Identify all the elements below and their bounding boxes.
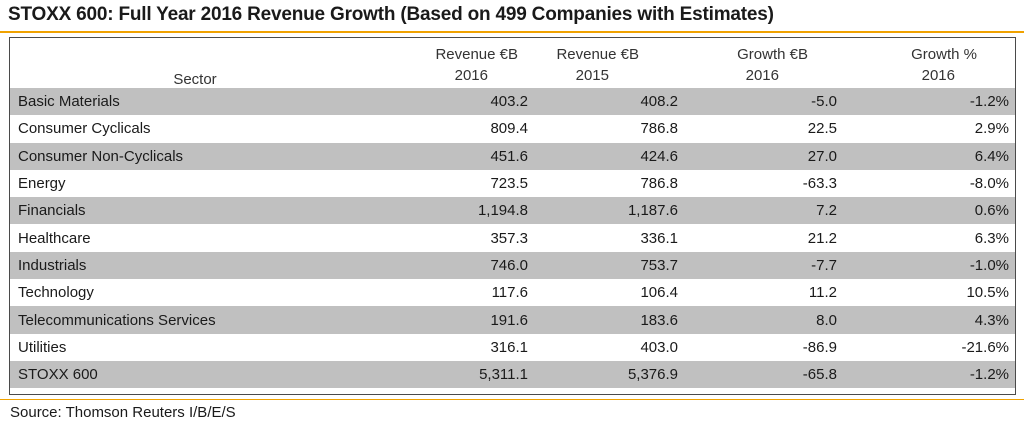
growth-eur-cell: 22.5 <box>807 120 837 138</box>
revenue-2015-cell: 424.6 <box>534 142 684 170</box>
page-title: STOXX 600: Full Year 2016 Revenue Growth… <box>8 4 774 25</box>
header-growth-pct-label: Growth % <box>911 46 977 63</box>
growth-pct-cell: 10.5% <box>966 284 1009 302</box>
revenue-2015-cell: 336.1 <box>640 229 678 247</box>
table-row: Utilities 316.1 403.0 -86.9 -21.6% <box>10 334 1015 361</box>
footer-rule <box>0 399 1024 400</box>
table-frame <box>9 37 1016 395</box>
sector-cell: STOXX 600 <box>10 360 380 389</box>
growth-eur-cell: -5.0 <box>684 88 843 116</box>
revenue-2015-cell: 403.0 <box>640 338 678 356</box>
source-note: Source: Thomson Reuters I/B/E/S <box>10 404 236 421</box>
growth-pct-cell: -1.0% <box>843 251 1015 280</box>
revenue-2015-cell: 786.8 <box>640 175 678 193</box>
revenue-growth-table: Revenue €B Revenue €B Growth €B Growth %… <box>10 38 1015 389</box>
table-body: Basic Materials 403.2 408.2 -5.0 -1.2% Consum… <box>10 88 1015 389</box>
growth-pct-cell: 0.6% <box>843 197 1015 225</box>
growth-eur-cell: -65.8 <box>684 360 843 389</box>
sector-cell: Technology <box>18 284 94 302</box>
header-sector-spacer <box>10 38 380 63</box>
revenue-2015-cell: 106.4 <box>640 284 678 302</box>
table-row: Energy 723.5 786.8 -63.3 -8.0% <box>10 170 1015 197</box>
header-revenue-2015-label: Revenue €B <box>556 46 639 63</box>
revenue-2016-cell: 809.4 <box>490 120 528 138</box>
sector-cell: Basic Materials <box>10 88 380 116</box>
revenue-2016-cell: 357.3 <box>490 229 528 247</box>
revenue-2016-cell: 117.6 <box>491 284 528 302</box>
sector-cell: Financials <box>10 197 380 225</box>
header-revenue-2016-year: 2016 <box>454 67 488 84</box>
header-revenue-2016-label: Revenue €B <box>435 46 518 63</box>
growth-pct-cell: -1.2% <box>843 360 1015 389</box>
sector-cell: Utilities <box>18 338 67 356</box>
growth-eur-cell: -7.7 <box>684 251 843 280</box>
sector-cell: Consumer Cyclicals <box>18 120 151 138</box>
revenue-2016-cell: 746.0 <box>380 251 534 280</box>
growth-eur-cell: -63.3 <box>802 175 837 193</box>
sector-cell: Telecommunications Services <box>10 306 380 334</box>
revenue-2016-cell: 451.6 <box>380 142 534 170</box>
growth-eur-cell: 27.0 <box>684 142 843 170</box>
table-row: Industrials 746.0 753.7 -7.7 -1.0% <box>10 251 1015 280</box>
header-sector: Sector <box>173 71 217 88</box>
header-growth-eur-year: 2016 <box>745 67 779 84</box>
growth-pct-cell: 4.3% <box>843 306 1015 334</box>
table-row: Basic Materials 403.2 408.2 -5.0 -1.2% <box>10 88 1015 116</box>
revenue-2015-cell: 5,376.9 <box>534 360 684 389</box>
revenue-2016-cell: 1,194.8 <box>380 197 534 225</box>
header-growth-pct-year: 2016 <box>921 67 955 84</box>
revenue-2015-cell: 786.8 <box>640 120 678 138</box>
total-row: STOXX 600 5,311.1 5,376.9 -65.8 -1.2% <box>10 360 1015 389</box>
revenue-2015-cell: 1,187.6 <box>534 197 684 225</box>
sector-cell: Consumer Non-Cyclicals <box>10 142 380 170</box>
growth-pct-cell: 2.9% <box>974 120 1009 138</box>
revenue-2015-cell: 183.6 <box>534 306 684 334</box>
table-header: Revenue €B Revenue €B Growth €B Growth %… <box>10 38 1015 88</box>
sector-cell: Industrials <box>10 251 380 280</box>
table-row: Healthcare 357.3 336.1 21.2 6.3% <box>10 224 1015 251</box>
table-row: Consumer Non-Cyclicals 451.6 424.6 27.0 6.4% <box>10 142 1015 170</box>
revenue-2016-cell: 316.1 <box>490 338 528 356</box>
title-rule <box>0 31 1024 33</box>
growth-pct-cell: 6.4% <box>843 142 1015 170</box>
revenue-2016-cell: 5,311.1 <box>380 360 534 389</box>
growth-eur-cell: 8.0 <box>684 306 843 334</box>
growth-pct-cell: -21.6% <box>961 338 1009 356</box>
header-growth-eur-label: Growth €B <box>737 46 808 63</box>
revenue-2016-cell: 723.5 <box>490 175 528 193</box>
sector-cell: Healthcare <box>18 229 91 247</box>
growth-pct-cell: -8.0% <box>969 175 1009 193</box>
sector-cell: Energy <box>18 175 66 193</box>
growth-eur-cell: 21.2 <box>807 229 837 247</box>
revenue-2015-cell: 408.2 <box>534 88 684 116</box>
growth-pct-cell: -1.2% <box>843 88 1015 116</box>
revenue-2015-cell: 753.7 <box>534 251 684 280</box>
growth-pct-cell: 6.3% <box>974 229 1009 247</box>
table-row: Consumer Cyclicals 809.4 786.8 22.5 2.9% <box>10 115 1015 142</box>
table-row: Financials 1,194.8 1,187.6 7.2 0.6% <box>10 197 1015 225</box>
growth-eur-cell: -86.9 <box>802 338 837 356</box>
growth-eur-cell: 7.2 <box>684 197 843 225</box>
revenue-2016-cell: 191.6 <box>380 306 534 334</box>
header-revenue-2015-year: 2015 <box>575 67 609 84</box>
revenue-2016-cell: 403.2 <box>380 88 534 116</box>
growth-eur-cell: 11.2 <box>808 284 837 302</box>
table-row: Telecommunications Services 191.6 183.6 8.0… <box>10 306 1015 334</box>
table-row: Technology 117.6 106.4 11.2 10.5% <box>10 279 1015 306</box>
